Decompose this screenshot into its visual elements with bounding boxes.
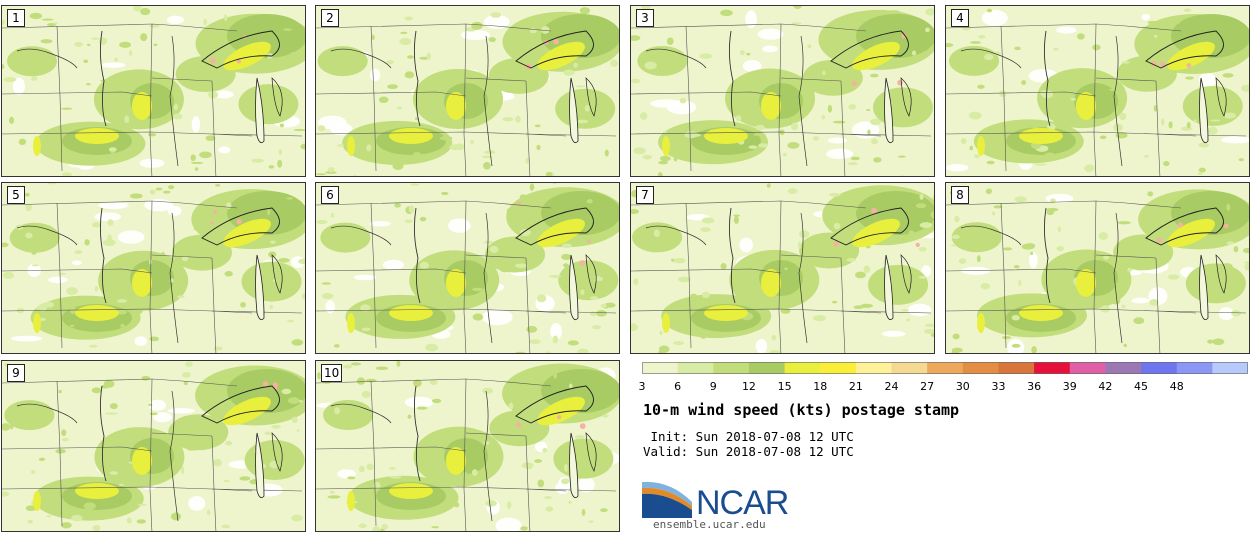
colorbar-segment xyxy=(713,362,750,374)
member-number-label: 3 xyxy=(636,9,654,27)
colorbar-tick-label: 36 xyxy=(1027,380,1042,393)
colorbar-segment xyxy=(962,362,999,374)
colorbar-segment xyxy=(784,362,821,374)
wind-speed-map xyxy=(2,361,305,531)
colorbar-tick-label: 33 xyxy=(991,380,1006,393)
colorbar-tick-label: 39 xyxy=(1062,380,1077,393)
logo-url: ensemble.ucar.edu xyxy=(653,518,766,531)
colorbar-tick-label: 48 xyxy=(1169,380,1184,393)
wind-speed-map xyxy=(316,183,619,353)
init-time: Init: Sun 2018-07-08 12 UTC xyxy=(643,429,854,444)
map-panel: 9 xyxy=(1,360,306,532)
colorbar-segment xyxy=(1212,362,1248,374)
colorbar-tick-label: 27 xyxy=(920,380,935,393)
colorbar-segment xyxy=(1069,362,1106,374)
map-panel: 6 xyxy=(315,182,620,354)
map-panel: 1 xyxy=(1,5,306,177)
wind-speed-map xyxy=(2,6,305,176)
colorbar-segment xyxy=(998,362,1035,374)
colorbar-tick-label: 42 xyxy=(1098,380,1113,393)
colorbar-tick-label: 12 xyxy=(741,380,756,393)
member-number-label: 4 xyxy=(951,9,969,27)
member-number-label: 8 xyxy=(951,186,969,204)
colorbar-tick-label: 15 xyxy=(777,380,792,393)
colorbar-segment xyxy=(677,362,714,374)
member-number-label: 2 xyxy=(321,9,339,27)
colorbar-segment xyxy=(642,362,679,374)
map-panel: 4 xyxy=(945,5,1250,177)
member-number-label: 7 xyxy=(636,186,654,204)
map-panel: 2 xyxy=(315,5,620,177)
map-panel: 10 xyxy=(315,360,620,532)
colorbar-tick-label: 30 xyxy=(955,380,970,393)
wind-speed-map xyxy=(946,183,1249,353)
colorbar-segment xyxy=(855,362,893,374)
colorbar-tick-label: 24 xyxy=(884,380,899,393)
member-number-label: 10 xyxy=(321,364,343,382)
colorbar-segment xyxy=(1034,362,1071,374)
map-panel: 5 xyxy=(1,182,306,354)
plot-title: 10-m wind speed (kts) postage stamp xyxy=(643,401,960,419)
wind-speed-map xyxy=(631,183,934,353)
colorbar-tick-label: 18 xyxy=(813,380,828,393)
colorbar-segment xyxy=(891,362,928,374)
colorbar-tick-label: 45 xyxy=(1134,380,1149,393)
colorbar-tick-label: 21 xyxy=(848,380,863,393)
member-number-label: 9 xyxy=(7,364,25,382)
member-number-label: 1 xyxy=(7,9,25,27)
wind-speed-map xyxy=(316,6,619,176)
map-panel: 3 xyxy=(630,5,935,177)
colorbar-segment xyxy=(748,362,786,374)
colorbar-segment xyxy=(1141,362,1178,374)
wind-speed-map xyxy=(2,183,305,353)
wind-speed-map xyxy=(631,6,934,176)
colorbar-segment xyxy=(820,362,857,374)
member-number-label: 6 xyxy=(321,186,339,204)
colorbar-segment xyxy=(1105,362,1142,374)
ncar-logo-text: NCAR xyxy=(696,484,789,522)
wind-speed-map xyxy=(316,361,619,531)
colorbar xyxy=(642,362,1248,374)
ncar-logo-icon xyxy=(642,476,692,518)
wind-speed-map xyxy=(946,6,1249,176)
colorbar-tick-label: 9 xyxy=(709,380,717,393)
colorbar-segment xyxy=(927,362,964,374)
valid-time: Valid: Sun 2018-07-08 12 UTC xyxy=(643,444,854,459)
colorbar-tick-label: 3 xyxy=(638,380,646,393)
colorbar-segment xyxy=(1176,362,1213,374)
colorbar-tick-label: 6 xyxy=(674,380,682,393)
map-panel: 7 xyxy=(630,182,935,354)
member-number-label: 5 xyxy=(7,186,25,204)
map-panel: 8 xyxy=(945,182,1250,354)
